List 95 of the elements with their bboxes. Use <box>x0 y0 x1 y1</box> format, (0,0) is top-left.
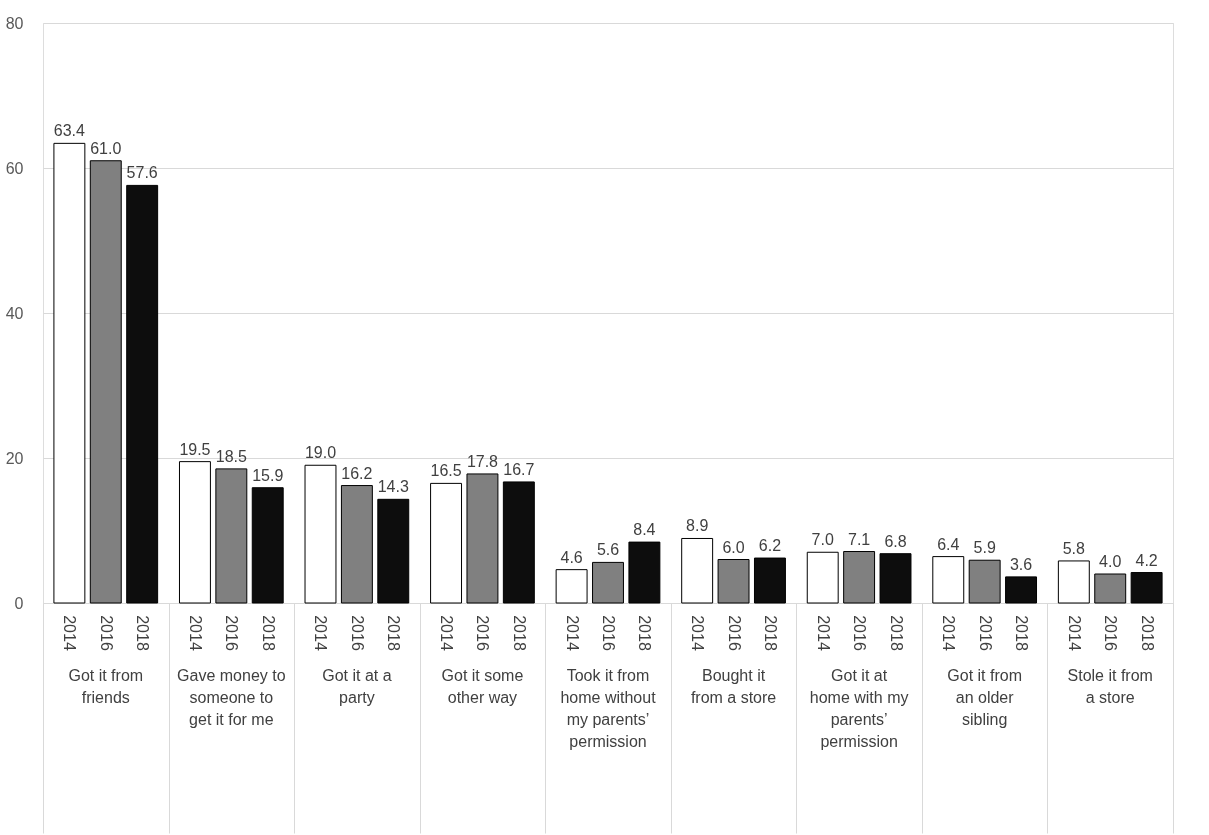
y-tick-label: 0 <box>14 594 24 612</box>
bar <box>806 551 839 604</box>
text: 2014 <box>438 615 456 651</box>
text: 2018 <box>385 615 403 651</box>
data-label: 7.0 <box>811 531 834 549</box>
bar <box>430 482 463 604</box>
x-tick-label: Took it from home without my parents’ permission <box>560 667 657 750</box>
bar <box>932 556 965 604</box>
x-tick-label: Stole it from a store <box>1067 667 1153 706</box>
text: 2014 <box>814 615 832 651</box>
data-label: 18.5 <box>215 447 248 465</box>
bar <box>89 160 122 604</box>
data-label: 5.8 <box>1062 539 1086 557</box>
data-label: 63.4 <box>53 122 86 140</box>
text: 2016 <box>1102 615 1120 651</box>
bar <box>251 487 284 604</box>
data-label: 5.9 <box>973 539 996 557</box>
bar <box>1094 573 1127 604</box>
bar <box>843 551 876 604</box>
data-label: 8.9 <box>686 517 709 535</box>
data-label: 4.6 <box>560 548 583 566</box>
x-tick-label: Got it from an older sibling <box>947 667 1023 728</box>
bar <box>377 498 410 604</box>
text: 2018 <box>259 615 277 651</box>
x-tick-label: Got it from friends <box>68 667 144 706</box>
bar <box>968 559 1001 604</box>
text: 2016 <box>97 615 115 651</box>
bar <box>215 468 248 604</box>
bar <box>502 481 535 604</box>
y-tick-label: 60 <box>5 159 24 177</box>
data-label: 7.1 <box>847 530 871 548</box>
text: 2018 <box>1138 615 1156 651</box>
y-tick-label: 80 <box>5 14 24 32</box>
data-label: 57.6 <box>126 164 158 182</box>
bar <box>340 485 373 604</box>
data-label: 6.0 <box>722 538 745 556</box>
bar <box>304 464 337 604</box>
bar <box>628 541 661 604</box>
bar <box>1130 572 1163 604</box>
x-tick-label: Got it some other way <box>441 667 524 706</box>
bar <box>466 473 499 604</box>
bar <box>1057 560 1090 604</box>
text: 2018 <box>510 615 528 651</box>
bar <box>681 537 714 604</box>
bar <box>879 553 912 604</box>
bar <box>717 559 750 604</box>
text: 2018 <box>887 615 905 651</box>
data-label: 61.0 <box>90 139 122 157</box>
data-label: 6.4 <box>937 535 960 553</box>
bar <box>126 184 159 604</box>
text: 2014 <box>312 615 330 651</box>
bar <box>1005 576 1038 604</box>
text: 2016 <box>851 615 869 651</box>
data-label: 16.2 <box>341 464 373 482</box>
text: 2014 <box>940 615 958 651</box>
bar <box>178 461 211 604</box>
data-label: 19.0 <box>304 444 337 462</box>
text: 2014 <box>563 615 581 651</box>
data-label: 5.6 <box>596 541 620 559</box>
text: 2016 <box>600 615 617 651</box>
data-label: 6.8 <box>884 532 907 550</box>
x-tick-label: Bought it from a store <box>690 667 777 706</box>
data-label: 3.6 <box>1009 555 1033 573</box>
text: 2018 <box>1013 615 1031 651</box>
bar <box>753 557 786 604</box>
x-tick-label: Got it at a party <box>322 667 392 706</box>
text: 2018 <box>636 615 654 651</box>
data-label: 16.7 <box>503 460 535 478</box>
data-label: 8.4 <box>633 521 656 539</box>
text: 2014 <box>61 615 79 651</box>
x-tick-label: Gave money to someone to get it for me <box>177 667 286 728</box>
text: 2014 <box>1065 615 1083 651</box>
data-label: 4.0 <box>1099 553 1122 570</box>
text: 2016 <box>348 615 366 651</box>
data-label: 16.5 <box>430 462 462 480</box>
data-label: 17.8 <box>466 452 499 470</box>
text: 2016 <box>725 615 743 651</box>
data-label: 19.5 <box>179 440 211 458</box>
data-label: 15.9 <box>252 466 284 484</box>
text: 2016 <box>223 615 241 651</box>
bar <box>592 561 624 604</box>
text: 2014 <box>186 615 204 651</box>
bar <box>555 569 588 604</box>
data-label: 6.2 <box>758 537 782 555</box>
data-label: 4.2 <box>1135 551 1158 569</box>
text: 2018 <box>761 615 779 651</box>
x-tick-label: Got it at home with my parents’ permission <box>809 667 909 750</box>
text: 2016 <box>976 615 994 651</box>
text: 2018 <box>134 615 152 651</box>
data-label: 14.3 <box>377 478 409 496</box>
text: 2016 <box>474 615 492 651</box>
bar <box>53 142 86 604</box>
y-tick-label: 20 <box>5 449 24 467</box>
y-tick-label: 40 <box>5 304 24 322</box>
text: 2014 <box>689 615 707 651</box>
